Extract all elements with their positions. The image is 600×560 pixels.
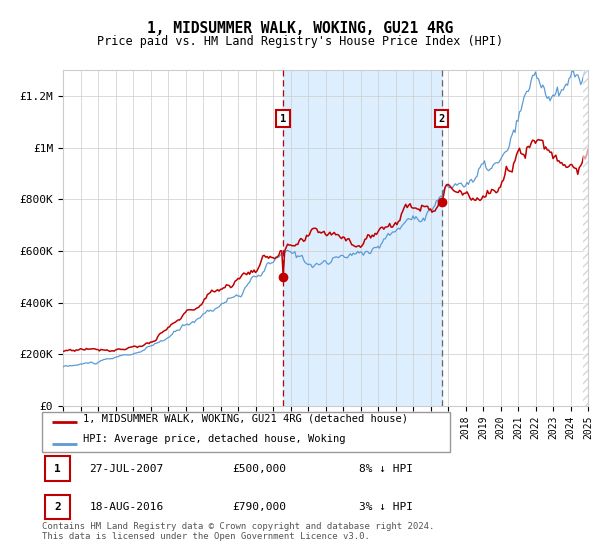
Text: 1, MIDSUMMER WALK, WOKING, GU21 4RG (detached house): 1, MIDSUMMER WALK, WOKING, GU21 4RG (det… xyxy=(83,413,408,423)
Text: 2: 2 xyxy=(54,502,61,512)
Text: £500,000: £500,000 xyxy=(232,464,286,474)
FancyBboxPatch shape xyxy=(44,456,70,481)
Text: £790,000: £790,000 xyxy=(232,502,286,512)
Text: 18-AUG-2016: 18-AUG-2016 xyxy=(89,502,164,512)
Polygon shape xyxy=(583,70,589,406)
Text: 1: 1 xyxy=(280,114,286,124)
Text: Contains HM Land Registry data © Crown copyright and database right 2024.
This d: Contains HM Land Registry data © Crown c… xyxy=(42,522,434,542)
Text: 8% ↓ HPI: 8% ↓ HPI xyxy=(359,464,413,474)
Text: Price paid vs. HM Land Registry's House Price Index (HPI): Price paid vs. HM Land Registry's House … xyxy=(97,35,503,48)
FancyBboxPatch shape xyxy=(42,412,450,452)
Text: 3% ↓ HPI: 3% ↓ HPI xyxy=(359,502,413,512)
Text: 27-JUL-2007: 27-JUL-2007 xyxy=(89,464,164,474)
Bar xyxy=(283,70,442,406)
Text: HPI: Average price, detached house, Woking: HPI: Average price, detached house, Woki… xyxy=(83,435,346,445)
FancyBboxPatch shape xyxy=(44,494,70,519)
Text: 2: 2 xyxy=(439,114,445,124)
Text: 1: 1 xyxy=(54,464,61,474)
Text: 1, MIDSUMMER WALK, WOKING, GU21 4RG: 1, MIDSUMMER WALK, WOKING, GU21 4RG xyxy=(147,21,453,36)
